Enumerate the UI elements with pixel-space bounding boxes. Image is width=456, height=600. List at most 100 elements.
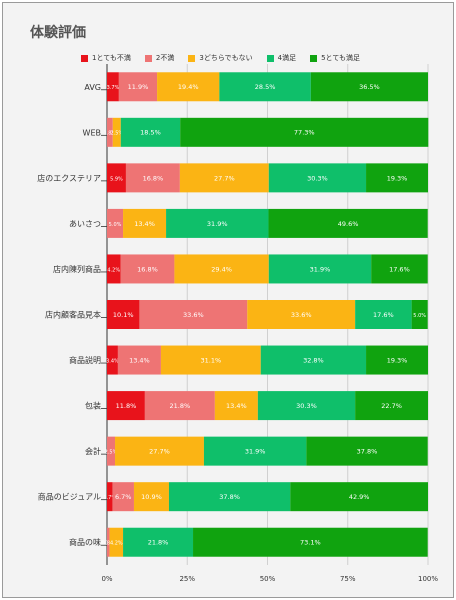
data-label: 29.4% (211, 265, 232, 273)
data-label: 5.9% (110, 176, 123, 182)
legend-swatch (266, 54, 274, 62)
data-label: 4.2% (107, 267, 120, 273)
category-label: 会計 (85, 446, 101, 456)
bar-segment (371, 254, 428, 284)
x-tick-label: 0% (101, 575, 112, 583)
data-label: 18.5% (140, 129, 161, 137)
data-label: 19.3% (387, 174, 408, 182)
category-label: WEB (83, 128, 101, 137)
bar-segment (118, 72, 158, 102)
legend-label: 3どちらでもない (199, 54, 253, 62)
category-label: 店のエクステリア (37, 173, 101, 183)
bar-segment (290, 482, 428, 512)
legend-item: 3どちらでもない (188, 53, 253, 63)
data-label: 6.7% (115, 493, 132, 501)
bar-segment (144, 391, 215, 421)
data-label: 42.9% (349, 493, 370, 501)
bar-segment (109, 527, 124, 557)
bar-segment (107, 482, 113, 512)
bar-segment (247, 300, 356, 329)
bar-segment (180, 117, 429, 147)
bar-segment (107, 208, 124, 238)
chart-title: 体験評価 (30, 25, 86, 41)
bar-segment (117, 345, 161, 375)
bar-segment (166, 208, 269, 238)
bar-segment (123, 527, 194, 557)
data-label: 2.5% (105, 450, 118, 456)
bar-segment (107, 300, 140, 329)
data-label: 31.1% (201, 356, 222, 364)
data-label: 21.8% (170, 402, 191, 410)
data-label: 31.9% (207, 220, 228, 228)
x-tick-label: 75% (340, 575, 356, 583)
legend-item: 5とても満足 (310, 53, 360, 63)
legend-label: 2不満 (155, 54, 175, 62)
data-label: 13.4% (134, 220, 155, 228)
bar-segment (310, 72, 428, 102)
data-label: 31.9% (310, 265, 331, 273)
data-label: 13.4% (226, 402, 247, 410)
data-label: 16.8% (137, 265, 158, 273)
data-label: 73.1% (300, 539, 321, 547)
legend-swatch (310, 54, 318, 62)
data-label: 28.5% (255, 83, 276, 91)
data-label: 4.2% (110, 541, 123, 547)
data-label: 31.9% (245, 448, 266, 456)
category-label: 商品説明 (69, 355, 101, 365)
data-label: 77.3% (294, 129, 315, 137)
bar-segment (268, 163, 367, 193)
bar-segment (120, 254, 175, 284)
legend-swatch (81, 54, 88, 62)
bar-segment (107, 117, 113, 147)
data-label: 10.9% (141, 493, 162, 501)
bar-segment (123, 208, 167, 238)
data-label: 36.5% (359, 83, 380, 91)
data-label: 0.8% (102, 541, 115, 547)
category-label: 店内陳列商品 (53, 264, 101, 274)
legend-swatch (188, 54, 196, 62)
legend-item: 1とても不満 (81, 53, 131, 63)
bar-segment (306, 436, 428, 466)
data-label: 3.4% (106, 358, 119, 364)
data-label: 32.8% (303, 356, 324, 364)
data-label: 49.6% (338, 220, 359, 228)
bar-segment (355, 391, 428, 421)
bar-segment (268, 254, 372, 284)
x-tick-label: 100% (418, 575, 438, 583)
category-label: 商品の味 (69, 537, 101, 547)
data-label: 37.8% (219, 493, 240, 501)
data-label: 33.6% (291, 311, 312, 319)
bar-segment (411, 300, 428, 329)
data-label: 22.7% (381, 402, 402, 410)
legend-label: 1とても不満 (92, 54, 131, 62)
bar-segment (112, 117, 121, 147)
bar-segment (268, 208, 428, 238)
bar-segment (139, 300, 248, 329)
legend: 1とても不満 2不満 3どちらでもない 4満足 5とても満足 (81, 53, 360, 63)
category-label: あいさつ (69, 219, 101, 228)
bar-segment (133, 482, 169, 512)
category-label: 店内顧客品見本 (45, 310, 101, 320)
bar-segment (219, 72, 311, 102)
data-label: 27.7% (214, 174, 235, 182)
bar-segment (355, 300, 412, 329)
bar-segment (107, 163, 126, 193)
bar-segment (125, 163, 180, 193)
data-label: 16.8% (143, 174, 164, 182)
bar-segment (260, 345, 367, 375)
legend-item: 4満足 (266, 53, 296, 63)
data-label: 21.8% (148, 539, 169, 547)
data-label: 30.3% (307, 174, 328, 182)
data-label: 33.6% (183, 311, 204, 319)
bar-segment (107, 391, 145, 421)
bar-segment (193, 527, 428, 557)
bar-segment (203, 436, 307, 466)
data-label: 17.6% (389, 265, 410, 273)
x-tick-label: 25% (179, 575, 195, 583)
data-label: 13.4% (129, 356, 150, 364)
bar-segment (214, 391, 258, 421)
data-label: 1.8% (104, 131, 117, 137)
bar-segment (168, 482, 291, 512)
bar-segment (366, 345, 428, 375)
